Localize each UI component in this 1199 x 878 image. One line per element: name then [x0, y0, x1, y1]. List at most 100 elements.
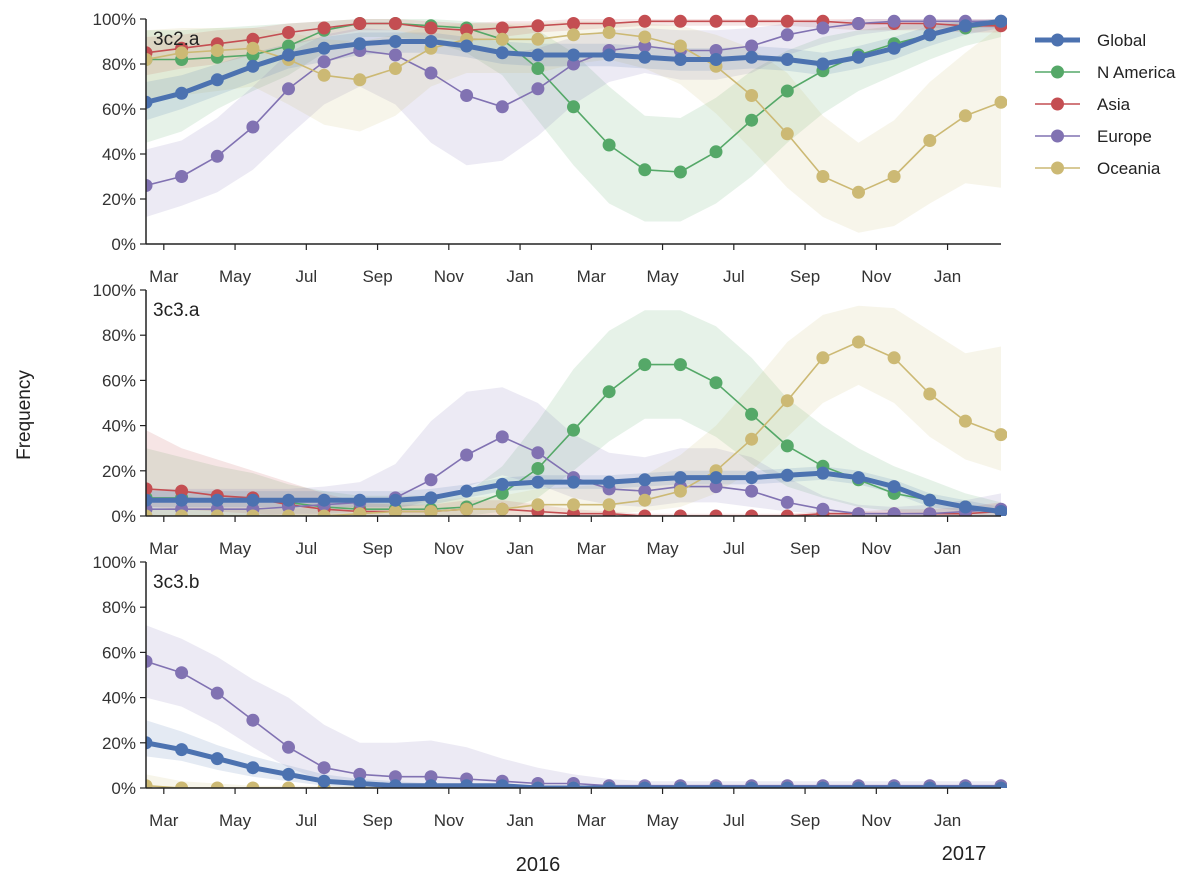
- data-point-global: [246, 761, 260, 775]
- data-point-global: [424, 779, 438, 788]
- data-point-europe: [852, 507, 865, 516]
- chart-legend: Global N America Asia Europe Oceania: [1035, 31, 1176, 178]
- data-point-europe: [460, 89, 474, 102]
- data-point-oceania: [175, 781, 189, 788]
- data-point-oceania: [638, 30, 652, 44]
- data-point-global: [210, 493, 224, 507]
- data-point-global: [317, 774, 331, 788]
- data-point-n-america: [282, 39, 295, 53]
- data-point-global: [602, 48, 616, 62]
- data-point-global: [353, 777, 367, 788]
- data-point-oceania: [146, 779, 153, 788]
- data-point-oceania: [317, 68, 331, 82]
- data-point-global: [638, 50, 652, 64]
- data-point-oceania: [745, 89, 759, 102]
- data-point-europe: [638, 484, 652, 498]
- data-point-oceania: [146, 509, 153, 516]
- data-point-oceania: [175, 509, 189, 516]
- data-point-asia: [246, 32, 260, 46]
- data-point-n-america: [673, 165, 687, 179]
- data-point-europe: [353, 767, 367, 781]
- ci-band-n-america: [146, 310, 1001, 516]
- legend-item-oceania: Oceania: [1035, 159, 1161, 178]
- data-point-global: [175, 743, 189, 757]
- legend-item-n-america: N America: [1035, 63, 1176, 82]
- data-point-global: [353, 37, 367, 51]
- data-point-asia: [388, 17, 402, 30]
- data-point-europe: [210, 686, 224, 700]
- data-point-europe: [424, 770, 438, 784]
- data-point-oceania: [146, 53, 153, 66]
- data-point-global: [282, 493, 295, 507]
- data-point-europe: [816, 21, 830, 35]
- data-point-asia: [146, 482, 153, 496]
- data-point-n-america: [495, 486, 509, 500]
- y-tick-label: 20%: [102, 190, 136, 209]
- data-point-asia: [709, 14, 723, 28]
- data-point-oceania: [317, 509, 331, 516]
- y-tick-label: 20%: [102, 462, 136, 481]
- data-point-oceania: [602, 498, 616, 512]
- panel-3c3-b: 0% 20% 40% 60% 80% 100% Mar May Jul Sep Nov Jan Mar M…: [93, 553, 1007, 830]
- x-tick-label: Jan: [934, 539, 961, 558]
- y-tick-label: 60%: [102, 371, 136, 390]
- x-tick-label: Jan: [934, 811, 961, 830]
- y-tick-label: 0%: [111, 507, 136, 526]
- data-point-global: [923, 781, 937, 788]
- data-point-global: [388, 779, 402, 788]
- data-point-oceania: [994, 95, 1007, 109]
- data-point-asia: [745, 509, 759, 516]
- x-tick-label: May: [219, 267, 252, 286]
- data-point-europe: [887, 14, 901, 28]
- data-point-global: [567, 781, 580, 788]
- data-point-n-america: [780, 439, 794, 453]
- data-point-europe: [816, 502, 830, 516]
- data-point-europe: [282, 82, 295, 96]
- data-point-oceania: [745, 432, 759, 446]
- data-point-n-america: [673, 358, 687, 372]
- x-tick-label: Jul: [723, 267, 745, 286]
- data-point-n-america: [567, 423, 580, 437]
- x-tick-label: Sep: [362, 811, 392, 830]
- x-tick-label: Mar: [577, 811, 607, 830]
- data-point-global: [887, 480, 901, 494]
- x-tick-label: Nov: [434, 267, 465, 286]
- data-point-global: [282, 48, 295, 62]
- data-point-global: [424, 35, 438, 48]
- x-tick-label: May: [219, 539, 252, 558]
- data-point-europe: [210, 149, 224, 163]
- data-point-asia: [745, 14, 759, 28]
- data-point-global: [852, 50, 865, 64]
- data-point-oceania: [994, 428, 1007, 442]
- data-point-europe: [923, 507, 937, 516]
- data-point-global: [602, 475, 616, 489]
- data-point-global: [780, 781, 794, 788]
- data-point-n-america: [638, 163, 652, 177]
- y-tick-label: 20%: [102, 734, 136, 753]
- ci-band-europe: [146, 19, 1001, 217]
- data-point-asia: [317, 21, 331, 35]
- y-tick-label: 80%: [102, 55, 136, 74]
- y-tick-label: 0%: [111, 235, 136, 254]
- data-point-global: [673, 471, 687, 485]
- data-point-global: [353, 493, 367, 507]
- data-point-oceania: [567, 498, 580, 512]
- plot-area: [146, 625, 1007, 788]
- panel-3c3-a: 0% 20% 40% 60% 80% 100% Mar May Jul Sep Nov Jan Mar M…: [93, 281, 1007, 558]
- data-point-global: [816, 781, 830, 788]
- data-point-n-america: [531, 462, 545, 475]
- data-point-n-america: [602, 138, 616, 152]
- data-point-asia: [780, 14, 794, 28]
- data-point-global: [175, 493, 189, 507]
- data-point-asia: [282, 26, 295, 39]
- data-point-global: [958, 19, 972, 33]
- data-point-global: [531, 781, 545, 788]
- x-tick-label: Jul: [723, 539, 745, 558]
- plot-area: [146, 305, 1007, 516]
- data-point-europe: [317, 761, 331, 775]
- data-point-global: [460, 779, 474, 788]
- data-point-global: [745, 781, 759, 788]
- data-point-asia: [424, 21, 438, 35]
- data-point-oceania: [852, 335, 865, 349]
- y-tick-label: 40%: [102, 417, 136, 436]
